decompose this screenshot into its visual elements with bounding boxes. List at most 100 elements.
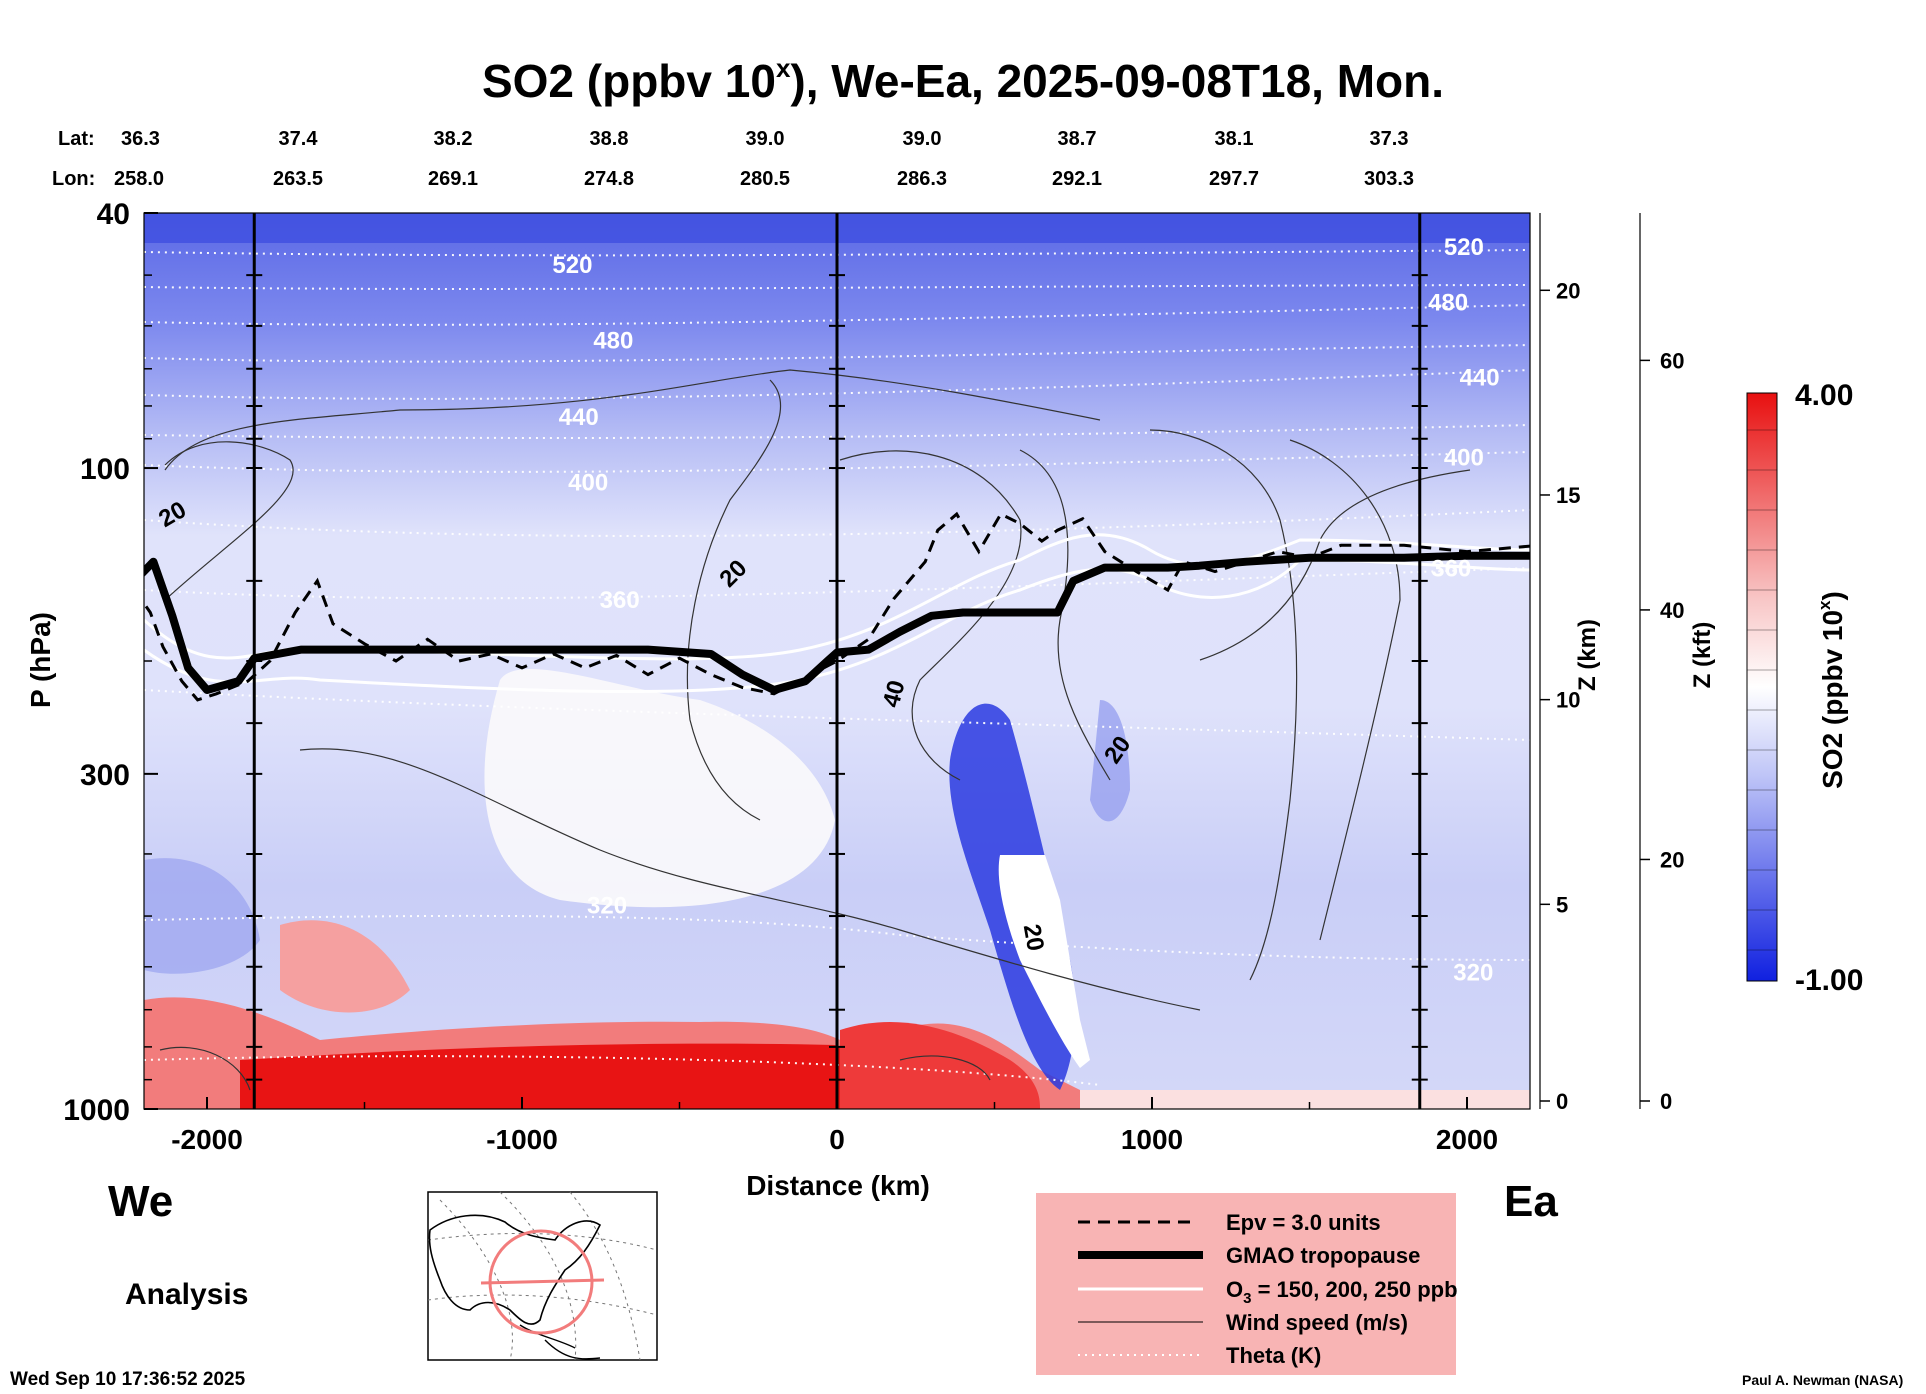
lat-value: 38.7 — [1058, 128, 1097, 150]
so2-low-plume-secondary — [1090, 700, 1130, 822]
so2-max-boundary-layer — [240, 1043, 864, 1109]
inset-map-graticule — [427, 1191, 658, 1361]
so2-high-east-bl — [840, 1021, 1040, 1109]
x-axis-title: Distance (km) — [746, 1170, 930, 1201]
lon-value: 258.0 — [114, 168, 164, 190]
theta-label: 400 — [1444, 445, 1484, 472]
lat-value: 38.1 — [1215, 128, 1254, 150]
colorbar-title: SO2 (ppbv 10x) — [1815, 591, 1848, 789]
wind-contour-bl-west — [159, 1046, 251, 1091]
analysis-label: Analysis — [125, 1278, 248, 1311]
legend-ozone-label: O3 = 150, 200, 250 ppb — [1226, 1277, 1458, 1307]
theta-label: 440 — [559, 404, 599, 431]
x-tick-label: 2000 — [1436, 1124, 1498, 1155]
z-km-axis: 0 5 10 15 20 — [1540, 278, 1580, 1114]
z-km-tick-label: 0 — [1556, 1089, 1568, 1114]
credit: Paul A. Newman (NASA) — [1742, 1372, 1903, 1388]
y-axis: 40 100 300 1000 — [63, 198, 158, 1127]
legend-wind-label: Wind speed (m/s) — [1226, 1310, 1408, 1335]
wind-contour-20-central — [686, 379, 782, 821]
inset-map-caribbean — [519, 1324, 576, 1349]
z-kft-tick-label: 60 — [1660, 348, 1684, 373]
z-km-tick-label: 20 — [1556, 278, 1580, 303]
timestamp: Wed Sep 10 17:36:52 2025 — [10, 1369, 246, 1390]
wind-contour-40 — [839, 450, 1022, 781]
west-label: We — [108, 1177, 173, 1226]
z-kft-tick-label: 40 — [1660, 598, 1684, 623]
theta-label: 400 — [568, 470, 608, 497]
y-tick-label: 40 — [97, 198, 130, 231]
lon-value: 274.8 — [584, 168, 634, 190]
lat-value: 38.8 — [590, 128, 629, 150]
lat-lon-values: 36.3 37.4 38.2 38.8 39.0 39.0 38.7 38.1 37.3 258.… — [114, 128, 1414, 190]
wind-contour-lower — [299, 748, 1201, 1011]
x-tick-label: -1000 — [486, 1124, 558, 1155]
so2-low-left-patch — [144, 858, 260, 974]
theta-line-320 — [144, 914, 1530, 961]
x-tick-label: 0 — [829, 1124, 845, 1155]
legend-theta-label: Theta (K) — [1226, 1343, 1321, 1368]
wind-contour-20-east — [1019, 449, 1111, 781]
z-km-tick-label: 5 — [1556, 892, 1568, 917]
y-tick-label: 100 — [80, 453, 130, 486]
so2-neutral-region — [484, 669, 835, 908]
wind-contour-20-west — [164, 441, 294, 601]
legend: Epv = 3.0 units GMAO tropopause O3 = 150… — [1036, 1193, 1458, 1375]
so2-slight-positive-bl — [1080, 1090, 1530, 1109]
inset-map — [427, 1191, 658, 1361]
theta-labels: 520 480 440 400 360 320 520 480 440 400 360 320 — [552, 234, 1499, 987]
theta-contours — [144, 249, 1530, 1086]
theta-label: 480 — [1428, 290, 1468, 317]
so2-plume-white-core — [998, 855, 1090, 1068]
wind-contour-upper — [164, 369, 1101, 471]
lon-value: 269.1 — [428, 168, 478, 190]
colorbar-max-label: 4.00 — [1795, 379, 1853, 412]
wind-contour-20-far-east — [1149, 429, 1298, 981]
inset-map-coastline — [428, 1214, 602, 1325]
x-tick-label: -2000 — [171, 1124, 243, 1155]
z-kft-axis: 0 20 40 60 — [1640, 348, 1684, 1114]
y-tick-label: 1000 — [63, 1094, 130, 1127]
theta-label: 320 — [587, 893, 627, 920]
theta-label: 360 — [600, 587, 640, 614]
theta-label: 440 — [1460, 365, 1500, 392]
lat-row-label: Lat: — [58, 128, 95, 150]
colorbar — [1746, 392, 1778, 982]
lon-value: 292.1 — [1052, 168, 1102, 190]
lat-value: 39.0 — [903, 128, 942, 150]
wind-contour-bl-east — [899, 1055, 991, 1081]
lon-value: 280.5 — [740, 168, 790, 190]
chart-title: SO2 (ppbv 10x), We-Ea, 2025-09-08T18, Mo… — [482, 53, 1444, 107]
lon-row-label: Lon: — [52, 168, 95, 190]
wind-speed-contours — [159, 369, 1471, 1091]
lon-value: 303.3 — [1364, 168, 1414, 190]
x-axis: -2000 -1000 0 1000 2000 — [171, 1097, 1498, 1155]
lat-value: 37.4 — [279, 128, 319, 150]
lat-value: 39.0 — [746, 128, 785, 150]
lat-value: 37.3 — [1370, 128, 1409, 150]
x-tick-label: 1000 — [1121, 1124, 1183, 1155]
lon-value: 297.7 — [1209, 168, 1259, 190]
colorbar-min-label: -1.00 — [1795, 964, 1863, 997]
inset-map-south-america — [544, 1339, 601, 1360]
section-vertical-lines — [246, 213, 1428, 1109]
east-label: Ea — [1504, 1177, 1558, 1226]
theta-label: 360 — [1431, 556, 1471, 583]
theta-label: 520 — [1444, 234, 1484, 261]
z-kft-tick-label: 0 — [1660, 1089, 1672, 1114]
z-kft-tick-label: 20 — [1660, 847, 1684, 872]
theta-label: 520 — [552, 252, 592, 279]
theta-label: 320 — [1453, 959, 1493, 986]
gmao-tropopause-line — [144, 551, 1530, 694]
legend-tropopause-label: GMAO tropopause — [1226, 1243, 1420, 1268]
z-km-tick-label: 10 — [1556, 688, 1580, 713]
colorbar-bands — [1747, 429, 1777, 951]
lon-value: 286.3 — [897, 168, 947, 190]
lat-value: 38.2 — [434, 128, 473, 150]
y-tick-label: 300 — [80, 759, 130, 792]
legend-epv-label: Epv = 3.0 units — [1226, 1210, 1381, 1235]
so2-high-elevated-patch — [280, 920, 410, 1013]
wind-contour-outer-east — [1289, 439, 1401, 941]
z-km-tick-label: 15 — [1556, 483, 1580, 508]
